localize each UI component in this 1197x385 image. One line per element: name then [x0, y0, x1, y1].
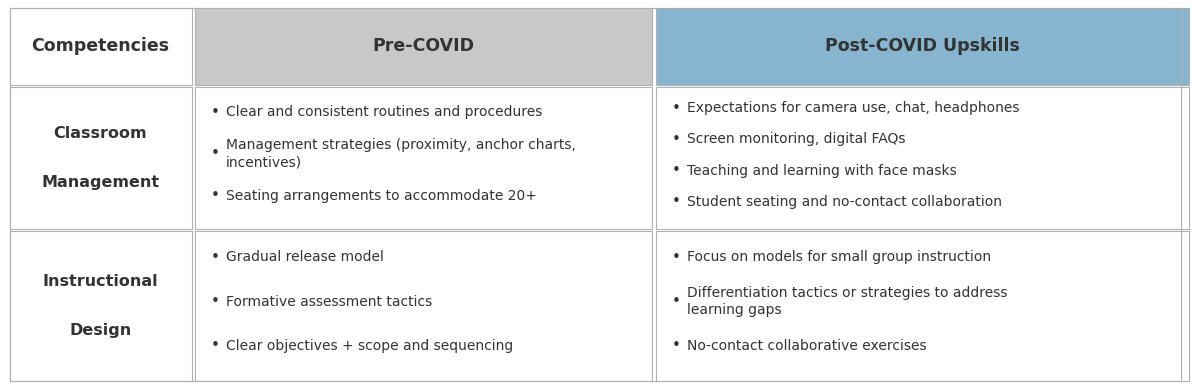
Bar [10, 8, 192, 85]
Text: Management strategies (proximity, anchor charts,
incentives): Management strategies (proximity, anchor… [226, 138, 576, 169]
Bar [656, 231, 1189, 381]
Text: •: • [672, 294, 680, 309]
Text: Screen monitoring, digital FAQs: Screen monitoring, digital FAQs [687, 132, 906, 146]
Text: •: • [672, 250, 680, 265]
Text: •: • [211, 188, 219, 203]
Text: Differentiation tactics or strategies to address
learning gaps: Differentiation tactics or strategies to… [687, 286, 1008, 317]
Text: •: • [211, 294, 219, 309]
Bar [656, 87, 1189, 229]
Text: Clear and consistent routines and procedures: Clear and consistent routines and proced… [226, 105, 542, 119]
Text: Clear objectives + scope and sequencing: Clear objectives + scope and sequencing [226, 339, 514, 353]
Bar [195, 8, 652, 85]
Text: No-contact collaborative exercises: No-contact collaborative exercises [687, 339, 926, 353]
Text: Pre-COVID: Pre-COVID [372, 37, 475, 55]
Bar [656, 8, 1189, 85]
Text: Expectations for camera use, chat, headphones: Expectations for camera use, chat, headp… [687, 101, 1020, 115]
Text: Gradual release model: Gradual release model [226, 251, 384, 264]
Text: •: • [211, 105, 219, 120]
Text: Seating arrangements to accommodate 20+: Seating arrangements to accommodate 20+ [226, 189, 537, 203]
Bar [195, 87, 652, 229]
Text: Classroom

Management: Classroom Management [42, 126, 159, 190]
Text: •: • [672, 163, 680, 178]
Text: •: • [211, 146, 219, 161]
Bar [10, 231, 192, 381]
Bar [195, 231, 652, 381]
Text: Competencies: Competencies [31, 37, 170, 55]
Text: Post-COVID Upskills: Post-COVID Upskills [825, 37, 1020, 55]
Text: •: • [211, 338, 219, 353]
Text: •: • [211, 250, 219, 265]
Text: •: • [672, 132, 680, 147]
Text: •: • [672, 338, 680, 353]
Text: Instructional

Design: Instructional Design [43, 274, 158, 338]
Text: Teaching and learning with face masks: Teaching and learning with face masks [687, 164, 956, 178]
Text: •: • [672, 194, 680, 209]
Text: •: • [672, 100, 680, 115]
Text: Student seating and no-contact collaboration: Student seating and no-contact collabora… [687, 195, 1002, 209]
Bar [10, 87, 192, 229]
Text: Formative assessment tactics: Formative assessment tactics [226, 295, 432, 309]
Text: Focus on models for small group instruction: Focus on models for small group instruct… [687, 251, 991, 264]
